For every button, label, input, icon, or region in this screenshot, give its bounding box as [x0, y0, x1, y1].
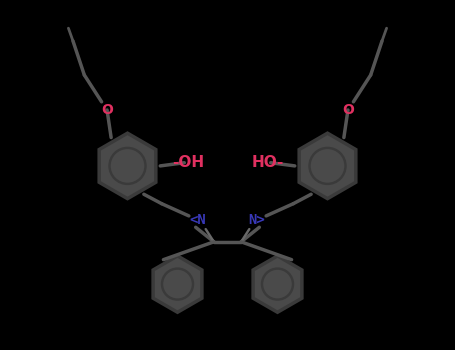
Polygon shape [153, 256, 202, 312]
Text: O: O [101, 103, 113, 117]
Polygon shape [253, 256, 302, 312]
Text: HO-: HO- [251, 155, 283, 170]
Polygon shape [99, 133, 156, 199]
Text: <N: <N [190, 214, 206, 228]
Text: -OH: -OH [172, 155, 204, 170]
Text: N>: N> [249, 214, 265, 228]
Polygon shape [299, 133, 356, 199]
Text: O: O [342, 103, 354, 117]
